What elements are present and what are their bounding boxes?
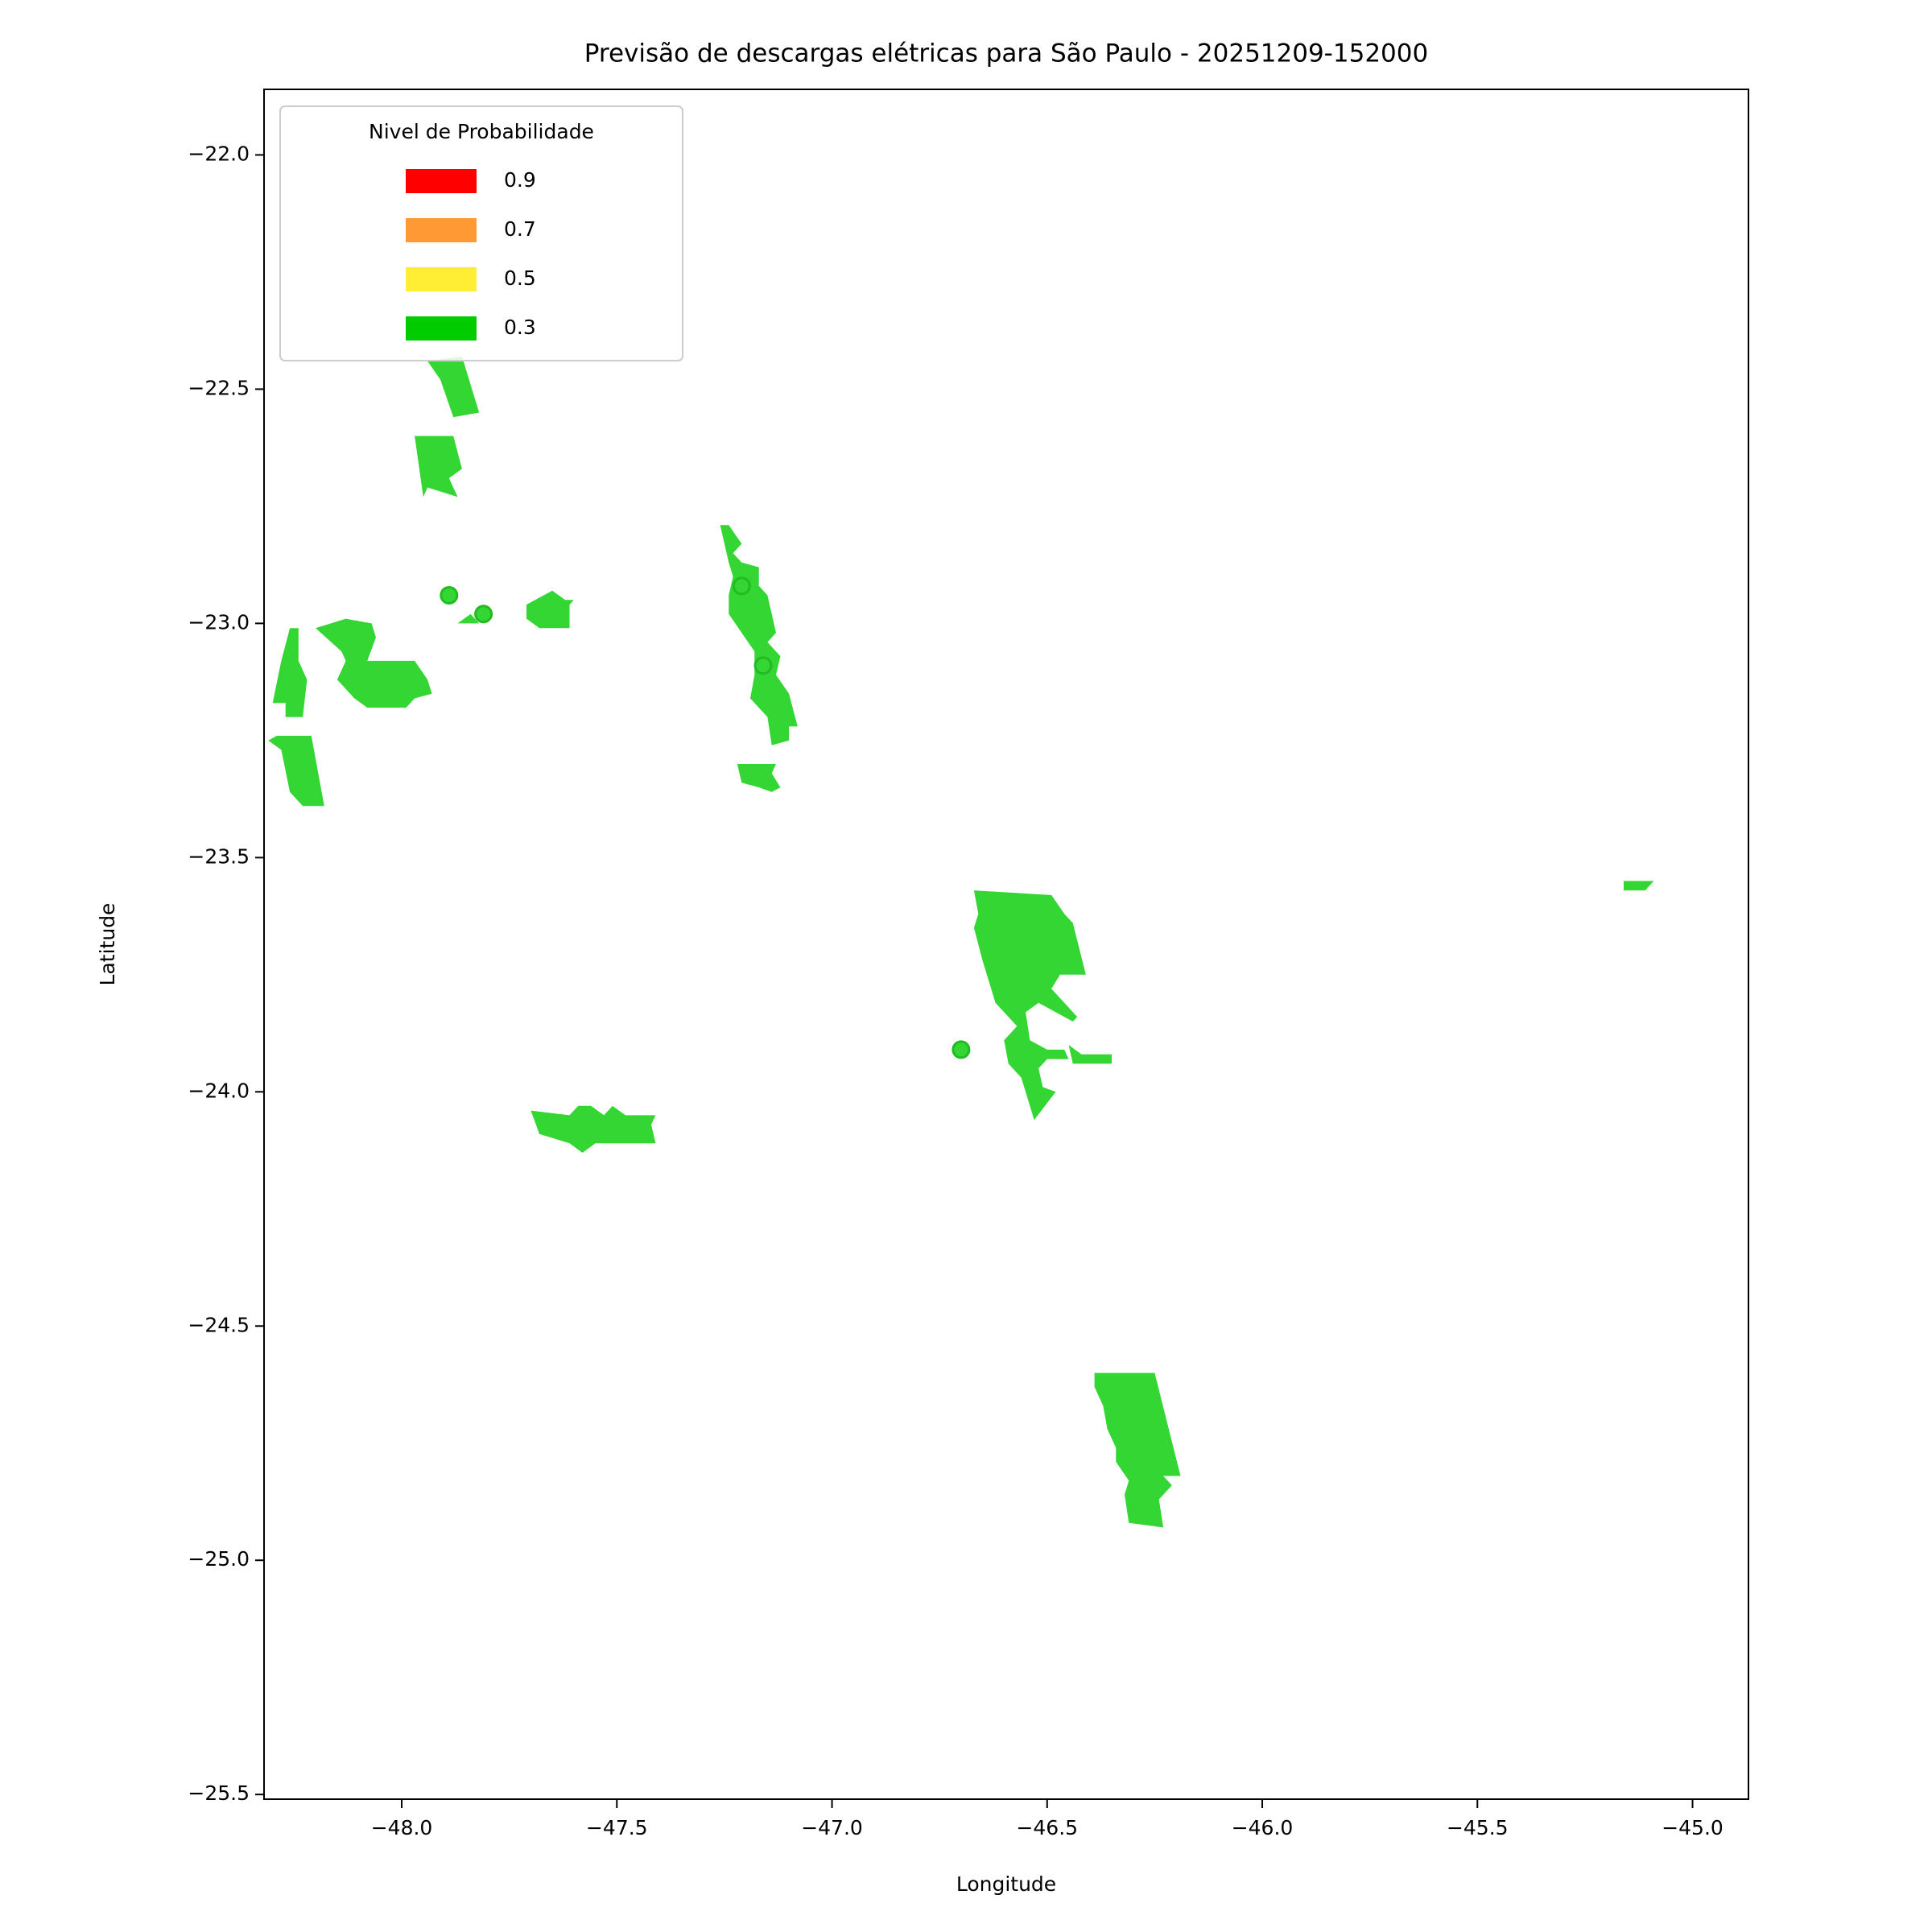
x-tick-label: −47.5 <box>586 1816 648 1839</box>
legend-box <box>279 105 683 361</box>
storm-area <box>526 590 574 629</box>
legend-title: Nivel de Probabilidade <box>369 120 594 143</box>
legend-swatch <box>406 169 477 193</box>
storm-area <box>530 1105 656 1153</box>
plot-frame <box>263 89 1749 1800</box>
legend-label: 0.5 <box>504 266 536 290</box>
x-tick-label: −47.0 <box>801 1816 863 1839</box>
storm-area <box>268 736 324 807</box>
storm-area <box>1094 1373 1181 1528</box>
y-tick-label: −24.0 <box>188 1079 250 1102</box>
legend-swatch <box>406 218 477 242</box>
storm-area <box>1068 1045 1112 1064</box>
storm-area <box>1624 881 1654 891</box>
legend-label: 0.9 <box>504 168 536 192</box>
storm-point <box>732 576 751 596</box>
storm-area <box>415 436 462 497</box>
storm-area <box>457 613 480 624</box>
legend-label: 0.7 <box>504 217 536 241</box>
chart-title: Previsão de descargas elétricas para São… <box>584 39 1428 68</box>
y-tick-label: −25.5 <box>188 1781 250 1805</box>
x-tick-label: −45.5 <box>1447 1816 1509 1839</box>
storm-point <box>753 656 773 675</box>
x-tick-label: −46.5 <box>1016 1816 1078 1839</box>
y-tick-label: −23.5 <box>188 844 250 868</box>
y-axis-label: Latitude <box>96 903 119 986</box>
storm-area <box>973 890 1086 1121</box>
legend-swatch <box>406 267 477 291</box>
y-tick-label: −23.0 <box>188 610 250 634</box>
x-tick-label: −45.0 <box>1662 1816 1724 1839</box>
legend-swatch <box>406 316 477 341</box>
storm-area <box>720 525 798 745</box>
x-axis-label: Longitude <box>956 1872 1056 1896</box>
y-tick-label: −24.5 <box>188 1313 250 1336</box>
y-tick-label: −22.0 <box>188 142 250 165</box>
storm-point <box>474 605 493 624</box>
legend-label: 0.3 <box>504 316 536 339</box>
storm-point <box>952 1040 971 1059</box>
y-tick-label: −25.0 <box>188 1547 250 1571</box>
storm-area <box>737 764 781 792</box>
y-tick-label: −22.5 <box>188 376 250 399</box>
storm-point <box>440 585 459 605</box>
storm-area <box>272 628 308 717</box>
x-tick-label: −48.0 <box>371 1816 433 1839</box>
storm-area <box>427 356 480 418</box>
storm-area <box>316 618 432 708</box>
x-tick-label: −46.0 <box>1232 1816 1294 1839</box>
